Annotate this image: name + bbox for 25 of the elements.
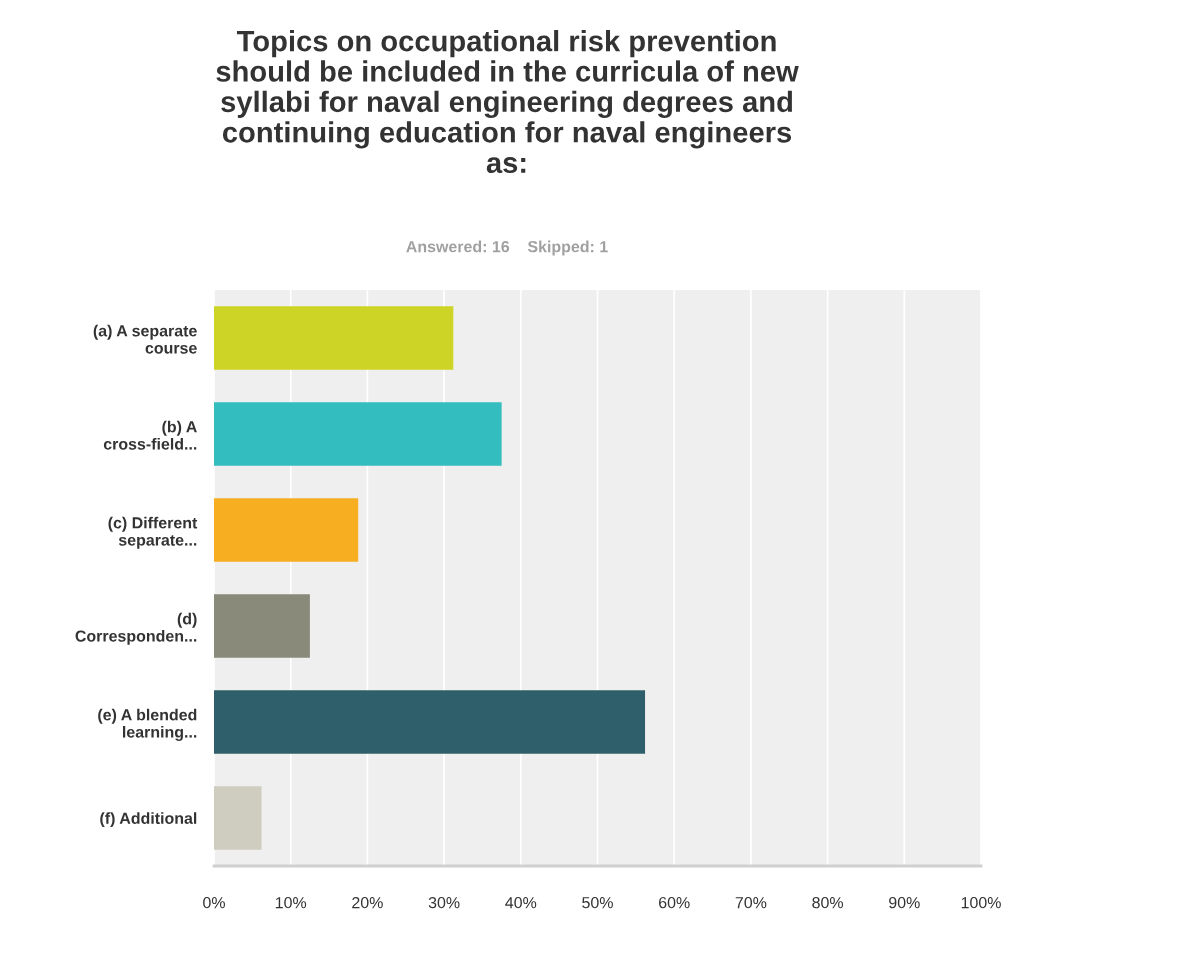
x-tick-label: 20% — [352, 896, 383, 909]
y-tick-label: (f) Additional — [100, 812, 197, 828]
x-tick-label: 80% — [812, 896, 844, 909]
bar — [214, 786, 262, 850]
x-tick-label: 0% — [203, 896, 225, 909]
bar — [214, 594, 310, 658]
x-tick-label: 30% — [428, 896, 460, 909]
bar — [214, 690, 646, 754]
y-tick-label: (e) A blended learning... — [98, 708, 197, 741]
chart-title: Topics on occupational risk prevention should be included in the curricula of new syllabi for naval engineering degrees and continuing education for naval engineers as: — [216, 30, 799, 174]
bar — [214, 306, 454, 370]
x-tick-label: 70% — [735, 896, 767, 909]
y-tick-label: (c) Different separate... — [108, 516, 198, 549]
x-tick-label: 10% — [275, 896, 307, 909]
bar — [214, 402, 502, 466]
x-tick-label: 100% — [961, 896, 1001, 909]
x-tick-label: 40% — [505, 896, 537, 909]
y-tick-label: (a) A separate course — [93, 324, 197, 354]
bar — [214, 498, 359, 562]
x-tick-label: 90% — [889, 896, 920, 909]
x-tick-label: 50% — [582, 896, 613, 909]
x-tick-label: 60% — [659, 896, 690, 909]
y-tick-label: (d) Corresponden... — [75, 612, 197, 645]
y-tick-label: (b) A cross-field... — [103, 420, 197, 450]
chart-subtitle: Answered: 16 Skipped: 1 — [406, 240, 608, 256]
